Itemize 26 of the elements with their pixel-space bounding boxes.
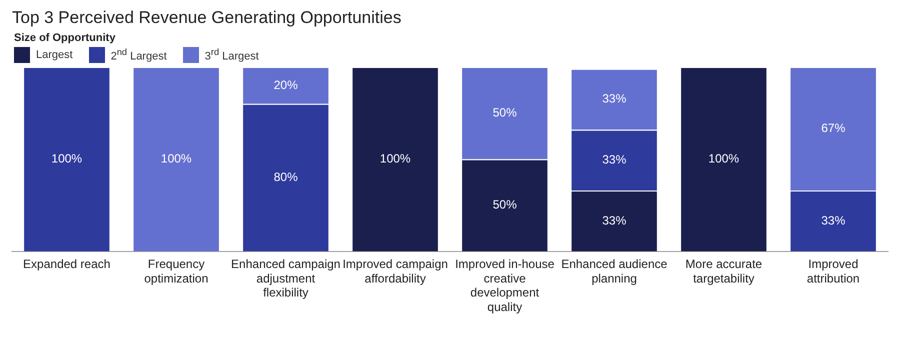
chart-title: Top 3 Perceived Revenue Generating Opportunities [12,8,402,28]
data-label: 100% [708,152,740,166]
data-label: 50% [492,198,518,212]
data-label: 80% [274,170,298,184]
legend-title: Size of Opportunity [14,32,116,44]
data-label: 100% [51,152,82,166]
data-label: 100% [380,152,411,166]
data-label: 33% [821,213,846,228]
data-label: 33% [602,213,627,228]
data-label: 100% [160,152,192,166]
legend-label: 2$^{nd}$ Largest [110,47,167,63]
legend-label: Largest [36,49,73,61]
x-tick-label: Improved campaign affordability [342,256,448,286]
x-tick-label: Improved attribution [806,256,860,286]
x-tick-label: More accurate targetability [685,256,762,286]
data-label: 33% [602,92,627,106]
data-label: 33% [602,152,627,166]
x-tick-label: Frequency optimization [144,256,208,286]
x-tick-label: Enhanced campaign adjustment flexibility [231,256,340,300]
data-label: 67% [821,121,846,136]
legend-label: 3$^{rd}$ Largest [204,47,259,63]
data-label: 20% [274,78,298,92]
x-tick-label: Expanded reach [23,256,110,271]
x-tick-label: Improved in-house creative development quality [455,256,555,314]
x-tick-label: Enhanced audience planning [561,256,668,286]
data-label: 50% [492,105,518,120]
